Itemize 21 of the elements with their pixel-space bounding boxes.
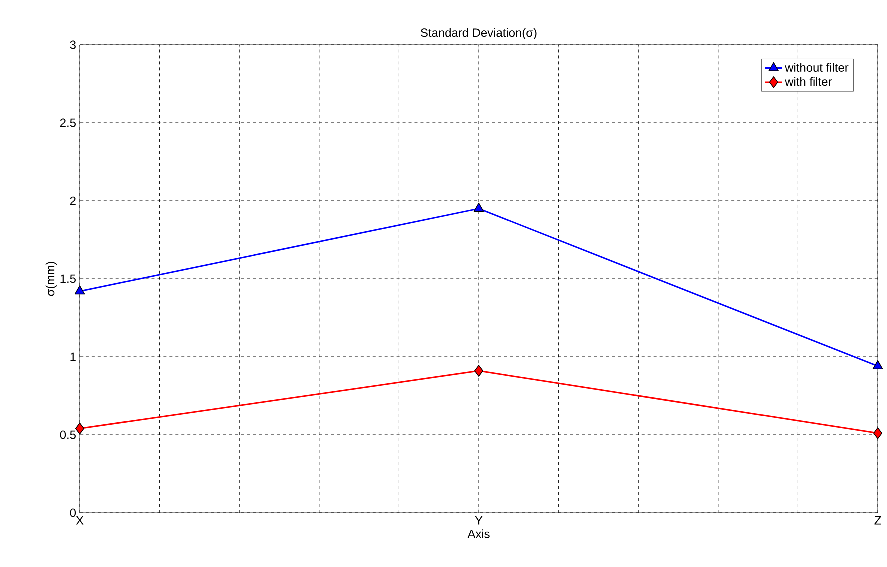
y-tick-label: 0 xyxy=(70,508,76,518)
y-tick-label: 2 xyxy=(70,196,76,206)
y-tick-label: 1.5 xyxy=(60,274,76,284)
legend-label: with filter xyxy=(785,77,832,86)
point xyxy=(75,422,85,435)
legend-label: without filter xyxy=(785,63,849,72)
point xyxy=(474,202,484,212)
y-axis-title: σ(mm) xyxy=(46,262,58,296)
point xyxy=(872,360,884,370)
y-tick-label: 2.5 xyxy=(60,118,76,128)
x-tick-label: X xyxy=(76,516,84,525)
point xyxy=(474,365,484,377)
point xyxy=(874,428,883,440)
chart-title: Standard Deviation(σ) xyxy=(421,28,537,40)
y-tick-label: 1 xyxy=(70,352,76,362)
x-tick-label: Z xyxy=(874,516,882,525)
x-tick-label: Y xyxy=(475,516,483,525)
y-tick-label: 0.5 xyxy=(60,430,76,440)
point xyxy=(74,286,86,295)
x-axis-title: Axis xyxy=(468,530,490,538)
y-tick-label: 3 xyxy=(70,40,76,50)
